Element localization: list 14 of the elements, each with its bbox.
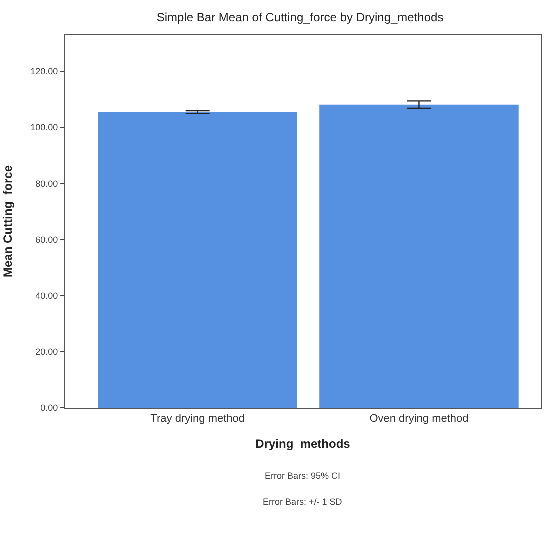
y-tick-label: 120.00 xyxy=(30,66,58,77)
y-tick-label: 60.00 xyxy=(36,234,58,245)
chart-title: Simple Bar Mean of Cutting_force by Drying_methods xyxy=(156,10,444,25)
text: Error Bars: +/- 1 SD xyxy=(263,497,343,507)
y-tick-label: 40.00 xyxy=(36,290,58,301)
y-axis-title: Mean Cutting_force xyxy=(0,165,15,278)
x-tick-label: Tray drying method xyxy=(150,413,246,426)
y-tick-label: 100.00 xyxy=(30,122,58,133)
y-tick-label: 80.00 xyxy=(36,178,58,189)
y-tick-label: 20.00 xyxy=(36,347,58,358)
x-tick-label: Oven drying method xyxy=(370,413,469,426)
y-tick-label: 0.00 xyxy=(40,403,58,414)
x-axis-title: Drying_methods xyxy=(256,437,351,452)
text: Error Bars: 95% CI xyxy=(265,471,341,481)
